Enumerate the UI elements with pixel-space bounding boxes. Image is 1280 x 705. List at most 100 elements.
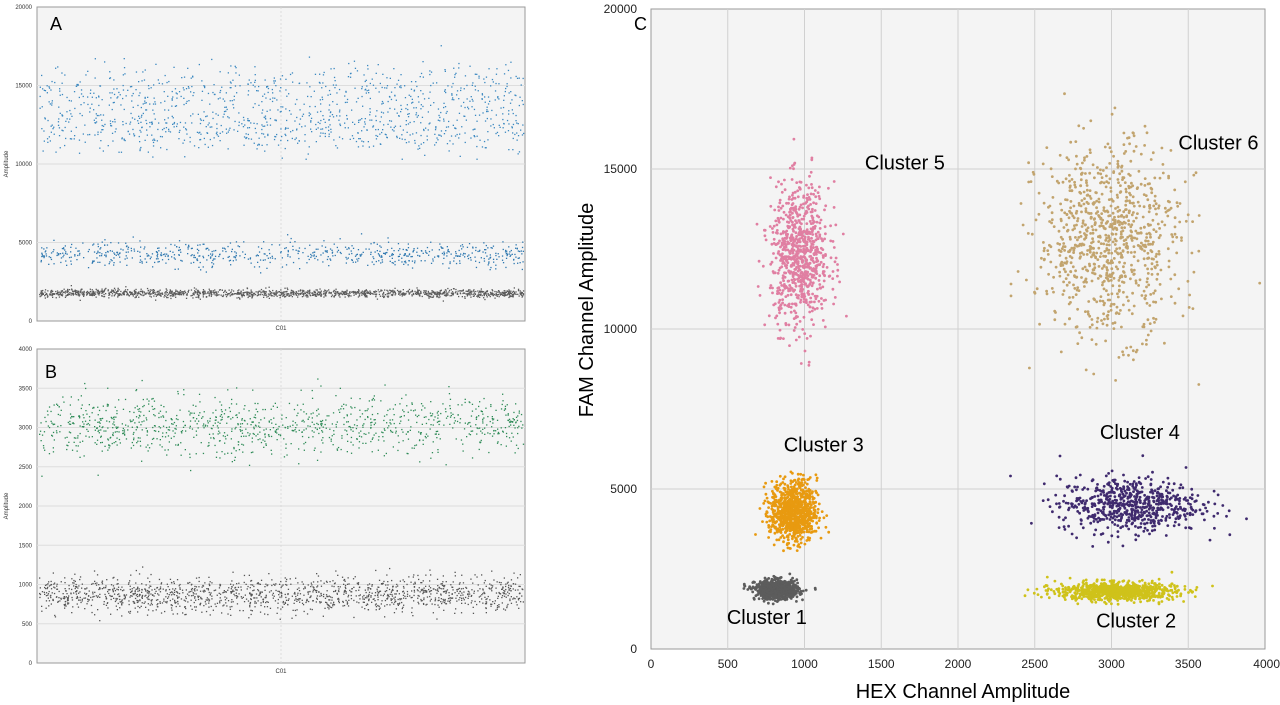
- droplet-point: [493, 261, 495, 263]
- droplet-point: [451, 597, 453, 599]
- droplet-point: [426, 252, 428, 254]
- droplet-point: [277, 598, 279, 601]
- droplet-point: [250, 598, 252, 600]
- droplet-point: [495, 294, 497, 296]
- droplet-point: [266, 296, 268, 298]
- droplet-point: [407, 123, 410, 125]
- droplet-point: [284, 601, 286, 604]
- droplet-point: [197, 289, 199, 291]
- droplet-point: [130, 112, 132, 115]
- droplet-point: [75, 85, 77, 87]
- droplet-point: [483, 297, 485, 299]
- droplet-point: [110, 613, 112, 615]
- droplet-point: [193, 287, 196, 289]
- droplet-point: [348, 248, 350, 250]
- droplet-point: [394, 94, 396, 96]
- droplet-point: [107, 289, 109, 291]
- droplet-point: [141, 583, 143, 585]
- droplet-point: [249, 257, 252, 259]
- droplet-point: [513, 291, 516, 293]
- droplet-point: [367, 68, 369, 70]
- droplet-point: [140, 106, 142, 109]
- droplet-point: [286, 287, 288, 289]
- droplet-point: [259, 294, 261, 296]
- droplet-point: [462, 587, 464, 590]
- droplet-point: [109, 291, 112, 293]
- droplet-point: [193, 256, 195, 259]
- droplet-point: [42, 150, 44, 152]
- droplet-point: [353, 294, 355, 296]
- droplet-point: [259, 290, 261, 292]
- droplet-point: [186, 293, 188, 295]
- droplet-point: [145, 594, 147, 596]
- droplet-point: [200, 133, 202, 135]
- droplet-point: [157, 79, 159, 81]
- droplet-point: [420, 292, 422, 294]
- droplet-point: [67, 602, 69, 604]
- droplet-point: [384, 289, 386, 291]
- droplet-point: [302, 252, 304, 254]
- droplet-point: [114, 293, 116, 295]
- droplet-point: [293, 602, 295, 604]
- droplet-point: [364, 294, 367, 296]
- droplet-point: [173, 121, 176, 124]
- droplet-point: [355, 595, 357, 597]
- droplet-point: [408, 293, 410, 295]
- droplet-point: [511, 126, 513, 128]
- droplet-point: [123, 58, 125, 60]
- droplet-point: [392, 290, 394, 292]
- droplet-point: [467, 593, 469, 595]
- droplet-point: [438, 606, 440, 608]
- droplet-point: [387, 295, 390, 297]
- droplet-point: [307, 591, 310, 593]
- droplet-point: [171, 604, 173, 607]
- droplet-point: [326, 590, 328, 592]
- droplet-point: [178, 291, 181, 293]
- droplet-point: [366, 296, 368, 298]
- droplet-point: [309, 590, 311, 593]
- droplet-point: [290, 291, 292, 293]
- droplet-point: [78, 292, 80, 294]
- droplet-point: [200, 602, 202, 604]
- droplet-point: [207, 291, 209, 293]
- droplet-point: [141, 597, 143, 599]
- droplet-point: [275, 292, 277, 294]
- droplet-point: [253, 585, 255, 588]
- droplet-point: [194, 290, 196, 292]
- droplet-point: [70, 263, 72, 265]
- droplet-point: [299, 109, 301, 111]
- droplet-point: [510, 292, 513, 295]
- droplet-point: [505, 64, 507, 66]
- droplet-point: [285, 108, 287, 110]
- droplet-point: [254, 602, 256, 604]
- droplet-point: [341, 576, 344, 578]
- droplet-point: [69, 109, 71, 112]
- droplet-point: [83, 597, 85, 599]
- droplet-point: [285, 293, 287, 295]
- droplet-point: [263, 116, 265, 118]
- droplet-point: [522, 293, 525, 295]
- droplet-point: [398, 293, 400, 295]
- droplet-point: [423, 129, 425, 132]
- droplet-point: [272, 92, 274, 94]
- droplet-point: [404, 254, 406, 256]
- droplet-point: [514, 133, 516, 136]
- droplet-point: [391, 294, 393, 296]
- droplet-point: [352, 121, 354, 123]
- droplet-point: [284, 287, 286, 289]
- droplet-point: [184, 606, 186, 608]
- droplet-point: [358, 589, 360, 591]
- droplet-point: [170, 243, 172, 246]
- droplet-point: [152, 610, 154, 612]
- droplet-point: [104, 288, 106, 290]
- droplet-point: [346, 289, 348, 291]
- droplet-point: [482, 112, 484, 114]
- droplet-point: [91, 289, 93, 291]
- droplet-point: [361, 95, 363, 98]
- droplet-point: [229, 100, 231, 102]
- droplet-point: [347, 127, 349, 129]
- droplet-point: [387, 296, 389, 298]
- droplet-point: [517, 288, 520, 290]
- droplet-point: [327, 595, 329, 598]
